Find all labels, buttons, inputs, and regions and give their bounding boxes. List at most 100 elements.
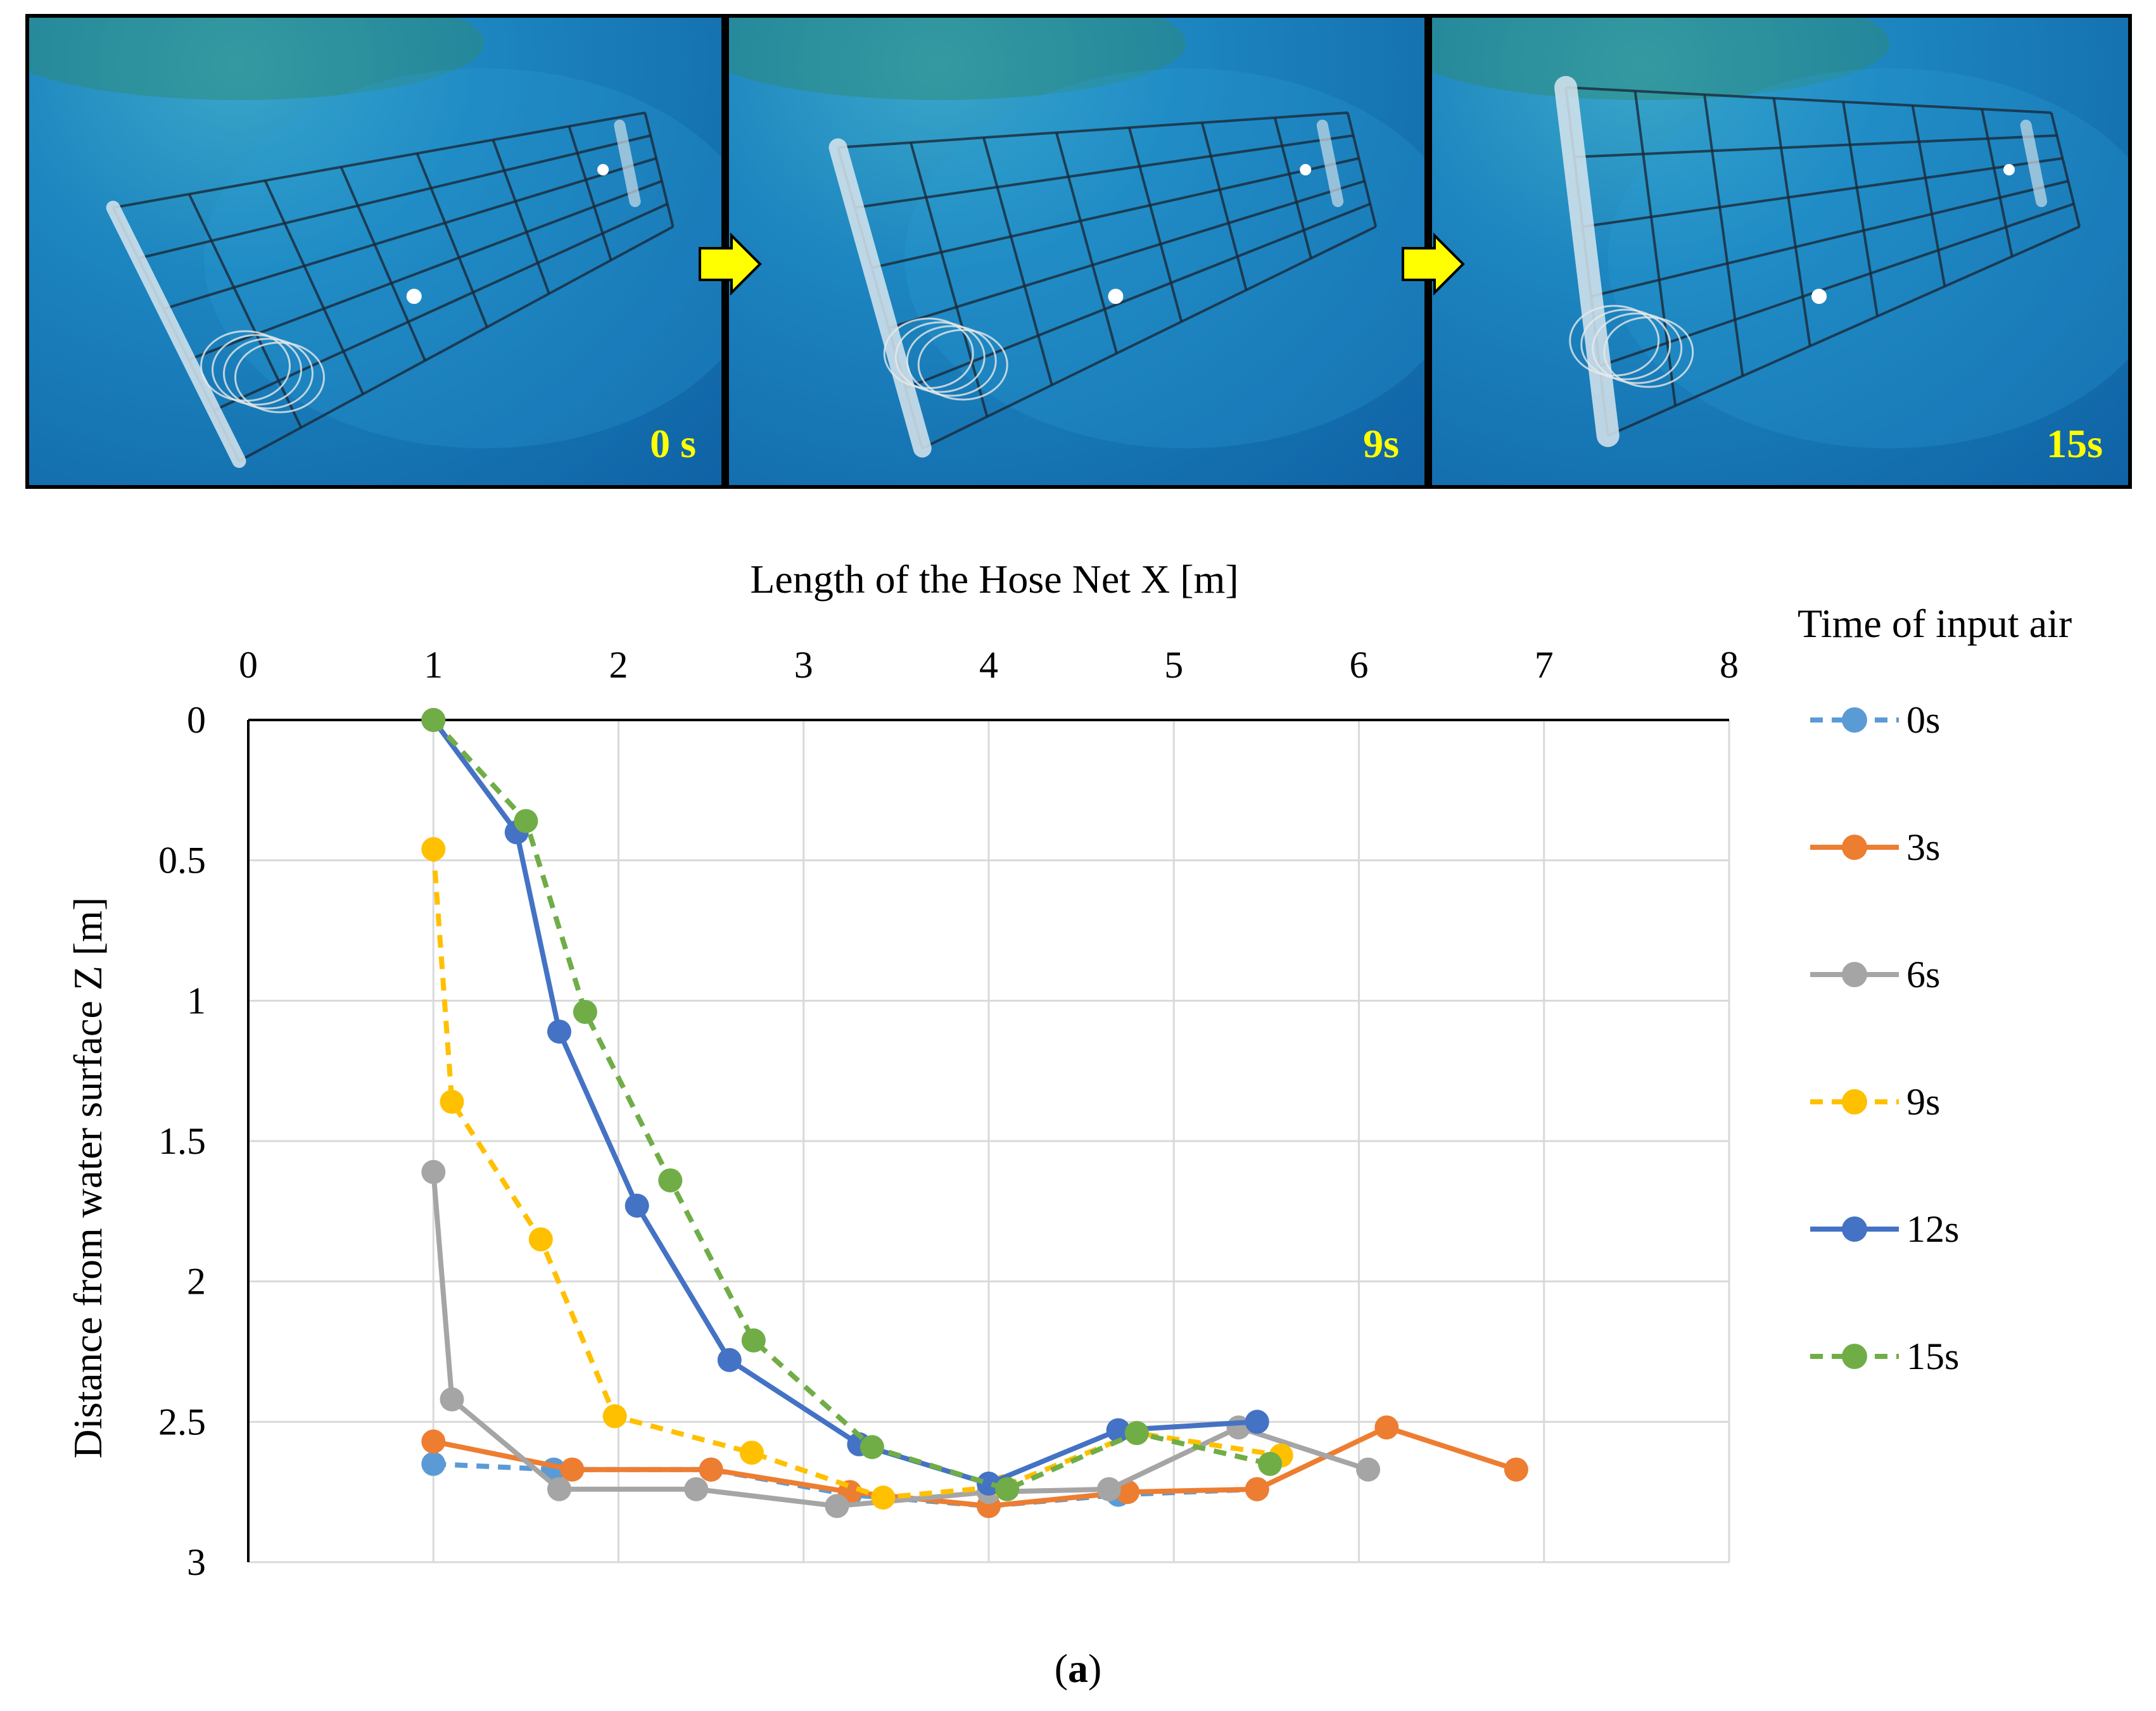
legend-item-9s: 9s [1810,1081,1940,1123]
coiled-tube [906,325,997,397]
float-pipe [614,120,641,207]
hose-net-profile-chart: 0 1 2 3 4 5 6 7 8 0 0.5 1 1.5 2 2.5 3 0s 3s 6s 9s 12s 15s Le… [65,557,2072,1583]
net-rope [415,153,488,328]
data-point [739,1441,764,1465]
net-rope [910,142,989,417]
y-tick-label: 1 [187,980,206,1021]
legend-swatch-marker [1842,707,1867,733]
air-hose [1554,76,1620,447]
data-point [421,837,446,861]
data-point [717,1348,742,1372]
net-rope [922,225,1377,450]
data-point [421,708,446,732]
photo-0s: 0 s [25,14,725,489]
light-reflection [2003,164,2015,175]
data-point [977,1471,1001,1496]
caption-close: ) [1088,1646,1102,1691]
legend-swatch-marker [1842,962,1867,987]
net-rope [1607,225,2080,437]
net-rope [1273,117,1312,259]
net-rope [238,225,674,462]
data-point [440,1387,464,1411]
net-rope [1565,86,2051,114]
x-tick-label: 2 [609,644,628,686]
legend-swatch-marker [1842,1344,1867,1369]
coiled-tube [1603,316,1694,388]
legend-label: 9s [1906,1081,1940,1123]
net-rope [1582,157,2063,228]
net-rope [1127,127,1183,322]
data-point [421,1159,446,1184]
photo-time-label: 0 s [650,421,696,466]
photo-time-label: 15s [2046,421,2103,466]
data-point [602,1404,627,1429]
net-rope [1599,203,2074,367]
data-point [528,1227,553,1252]
legend-item-12s: 12s [1810,1208,1959,1250]
data-point [658,1168,683,1193]
data-point [825,1494,849,1518]
series-line [431,718,1258,1486]
legend-swatch-marker [1842,835,1867,860]
data-point [1258,1451,1283,1476]
legend-label: 0s [1906,699,1940,741]
net-rope [1055,132,1119,354]
net-rope [1772,98,1811,346]
net-rope [837,111,1348,149]
data-point [1106,1418,1131,1443]
photo-time-label: 9s [1363,421,1399,466]
legend-swatch-marker [1842,1089,1867,1114]
legend-label: 6s [1906,954,1940,995]
y-tick-label: 1.5 [158,1120,206,1162]
net-rope [263,180,365,395]
coiled-tube [223,338,314,410]
series-9s [421,837,1293,1510]
fishing-net [106,111,675,468]
chart-series [421,708,1528,1518]
y-tick-label: 2.5 [158,1401,206,1443]
y-tick-label: 3 [187,1541,206,1583]
data-point [1374,1415,1399,1440]
data-point [741,1328,766,1353]
legend-item-3s: 3s [1810,826,1940,868]
data-point [625,1194,649,1218]
data-point [440,1089,464,1114]
data-point [573,1000,597,1025]
net-rope [491,139,550,294]
legend-item-6s: 6s [1810,954,1940,995]
data-point [421,1429,446,1454]
data-point [871,1486,896,1510]
net-rope [113,111,645,209]
data-point [1245,1477,1269,1501]
y-axis-label: Distance from water surface Z [m] [65,897,110,1459]
x-tick-label: 3 [794,644,813,686]
series-15s [421,708,1283,1501]
photo-9s: 9s [725,14,1428,489]
data-point [547,1477,571,1501]
net-rope [1842,101,1879,317]
legend-label: 15s [1906,1335,1959,1377]
legend-item-0s: 0s [1810,699,1940,741]
light-reflection [406,289,422,304]
net-rope [871,157,1359,269]
net-illustration-15s [1432,18,2128,448]
coiled-tube [1592,312,1683,384]
data-point [514,809,538,833]
light-reflection [1108,289,1124,304]
caption-open: ( [1054,1646,1068,1691]
water-algae-patch [729,18,1186,100]
figure-caption: (a) [0,1645,2156,1692]
chart-legend: 0s 3s 6s 9s 12s 15s [1810,699,1959,1377]
arrow-right-icon [699,232,762,296]
data-point [1097,1477,1121,1501]
legend-label: 3s [1906,826,1940,868]
light-reflection [1811,289,1827,304]
water-algae-patch [1432,18,1890,100]
x-tick-label: 0 [239,644,258,686]
net-illustration-9s [729,18,1424,458]
net-rope [163,157,657,310]
x-tick-label: 1 [424,644,443,686]
float-pipe [1316,120,1344,207]
net-rope [187,193,303,429]
data-point [1356,1457,1381,1482]
